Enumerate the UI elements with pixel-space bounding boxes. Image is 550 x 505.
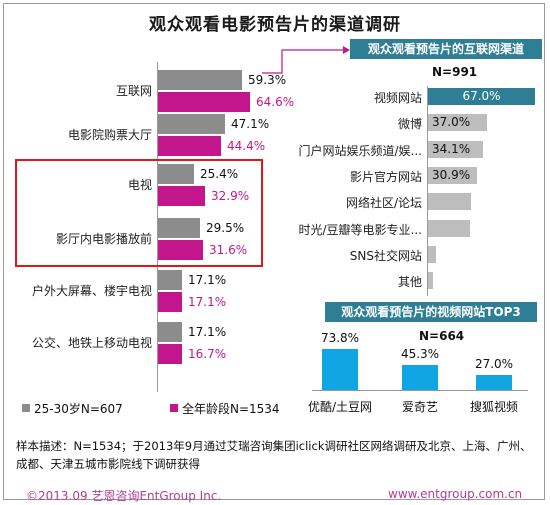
footer-url: www.entgroup.com.cn [388, 487, 523, 501]
internet-category-label: 视频网站 [373, 91, 422, 105]
internet-bar [428, 88, 535, 105]
internet-category-label: SNS社交网站 [349, 249, 422, 263]
bar-all-ages [158, 240, 203, 260]
video-panel-n: N=664 [419, 329, 465, 343]
internet-category-label: 其他 [397, 275, 422, 289]
category-label: 户外大屏幕、楼宇电视 [31, 284, 152, 298]
data-label: 64.6% [256, 95, 295, 109]
video-bar [476, 375, 512, 390]
internet-category-label: 网络社区/论坛 [345, 196, 422, 210]
video-baseline [312, 390, 528, 391]
bar-all-ages [158, 292, 182, 312]
video-bar [402, 365, 438, 390]
data-label: 47.1% [231, 117, 270, 131]
internet-panel-header: 观众观看预告片的互联网渠道 [350, 39, 542, 59]
video-data-label: 73.8% [320, 331, 360, 345]
internet-data-label: 34.1% [432, 142, 471, 156]
page-title: 观众观看电影预告片的渠道调研 [149, 15, 401, 35]
legend-swatch [170, 404, 178, 412]
sample-note: 样本描述：N=1534；于2013年9月通过艾瑞咨询集团iclick调研社区网络… [16, 439, 532, 471]
bar-age-25-30 [158, 218, 200, 238]
category-label: 电影院购票大厅 [67, 128, 152, 142]
internet-category-label: 微博 [397, 117, 422, 131]
internet-bar [428, 246, 436, 263]
bar-age-25-30 [158, 114, 225, 134]
internet-panel-n: N=991 [432, 65, 478, 79]
video-category-label: 爱奇艺 [401, 400, 438, 414]
category-label: 影厅内电影播放前 [55, 232, 152, 246]
internet-bar [428, 114, 487, 131]
legend-swatch [22, 404, 30, 412]
internet-category-label: 门户网站娱乐频道/娱... [298, 144, 423, 158]
internet-data-label: 67.0% [462, 89, 501, 103]
value-axis [157, 62, 158, 392]
data-label: 29.5% [206, 221, 245, 235]
internet-bar [428, 141, 483, 158]
internet-bar [428, 220, 470, 237]
bar-all-ages [158, 92, 250, 112]
data-label: 16.7% [188, 347, 227, 361]
category-label: 互联网 [115, 84, 152, 98]
bar-age-25-30 [158, 70, 242, 90]
internet-data-label: 37.0% [432, 115, 471, 129]
bar-all-ages [158, 344, 182, 364]
footer-copyright: ©2013.09 艺恩咨询EntGroup Inc. [26, 489, 222, 503]
bar-age-25-30 [158, 270, 182, 290]
data-label: 17.1% [188, 325, 227, 339]
internet-bar [428, 193, 471, 210]
internet-category-label: 时光/豆瓣等电影专业... [298, 223, 423, 237]
data-label: 31.6% [209, 243, 248, 257]
data-label: 25.4% [200, 167, 239, 181]
category-label: 电视 [127, 178, 152, 192]
data-label: 17.1% [188, 295, 227, 309]
bar-all-ages [158, 136, 221, 156]
highlight-box [15, 159, 263, 267]
legend-label: 25-30岁N=607 [34, 402, 123, 416]
video-category-label: 优酷/土豆网 [307, 400, 373, 414]
data-label: 59.3% [248, 73, 287, 87]
data-label: 17.1% [188, 273, 227, 287]
video-panel-header: 观众观看预告片的视频网站TOP3 [325, 302, 537, 322]
video-data-label: 27.0% [474, 357, 514, 371]
chart-frame [3, 3, 545, 500]
legend-label: 全年龄段N=1534 [182, 402, 280, 416]
bar-all-ages [158, 186, 205, 206]
internet-category-label: 影片官方网站 [349, 170, 422, 184]
bar-age-25-30 [158, 322, 182, 342]
data-label: 44.4% [227, 139, 266, 153]
data-label: 32.9% [211, 189, 250, 203]
video-data-label: 45.3% [400, 347, 440, 361]
internet-data-label: 30.9% [432, 168, 471, 182]
bar-age-25-30 [158, 164, 194, 184]
category-label: 公交、地铁上移动电视 [31, 336, 152, 350]
internet-bar [428, 167, 477, 184]
internet-axis [427, 86, 428, 296]
video-bar [322, 349, 358, 390]
video-category-label: 搜狐视频 [469, 400, 518, 414]
internet-bar [428, 272, 433, 289]
